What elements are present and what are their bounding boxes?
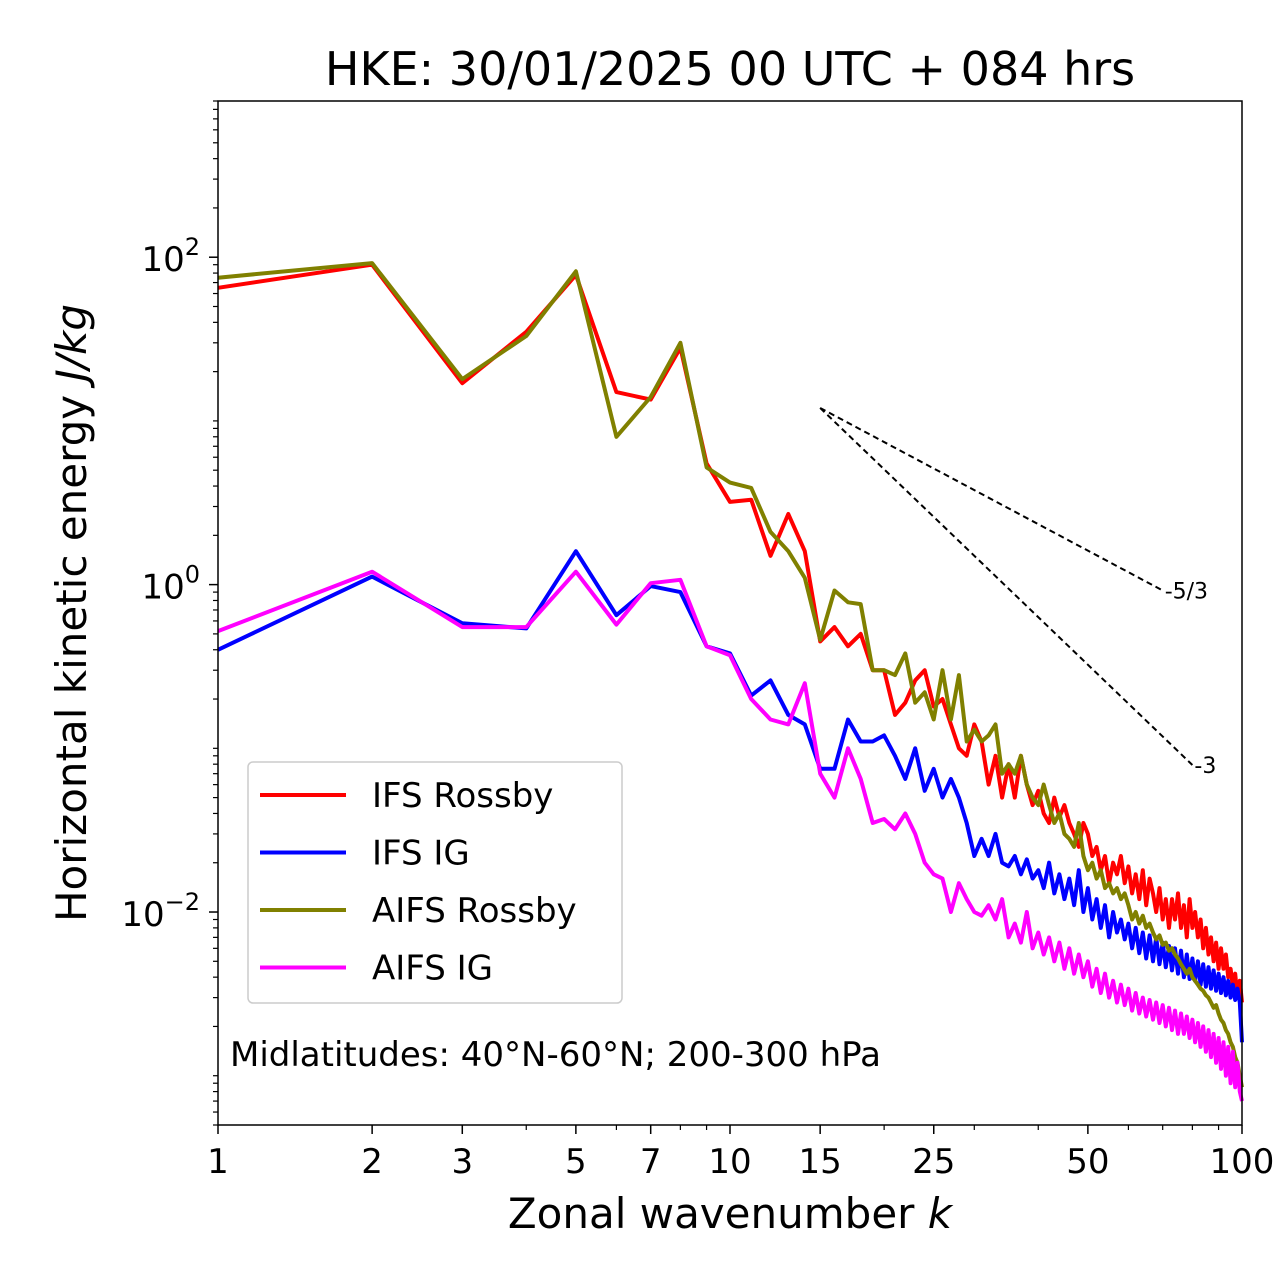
x-tick-label: 7 [640, 1142, 662, 1182]
series-layer [217, 261, 1244, 1102]
slope-label-minus-5-3: -5/3 [1165, 579, 1208, 604]
x-tick-label: 3 [451, 1142, 473, 1182]
chart-title: HKE: 30/01/2025 00 UTC + 084 hrs [325, 42, 1135, 96]
x-tick-label: 5 [565, 1142, 587, 1182]
x-tick-label: 100 [1210, 1142, 1275, 1182]
series-line-aifs-rossby [217, 261, 1244, 1088]
series-line-ifs-rossby [217, 262, 1244, 1003]
x-tick-label: 1 [207, 1142, 229, 1182]
reference-slopes: -5/3 -3 [819, 407, 1216, 779]
x-tick-label: 10 [708, 1142, 751, 1182]
x-axis-ticks: 1 2 3 5 7 10 15 25 50 100 [207, 1125, 1274, 1182]
y-axis-label: Horizontal kinetic energy J/kg [47, 304, 96, 922]
legend-label-aifs-rossby: AIFS Rossby [372, 891, 577, 931]
x-tick-label: 2 [361, 1142, 383, 1182]
legend-label-aifs-ig: AIFS IG [372, 949, 493, 989]
legend: IFS Rossby IFS IG AIFS Rossby AIFS IG [247, 761, 623, 1004]
slope-line-minus-3 [819, 407, 1194, 766]
legend-label-ifs-rossby: IFS Rossby [372, 776, 553, 816]
legend-label-ifs-ig: IFS IG [372, 834, 470, 874]
x-tick-label: 25 [912, 1142, 955, 1182]
series-line-ifs-ig [217, 549, 1244, 1043]
region-annotation: Midlatitudes: 40°N-60°N; 200-300 hPa [230, 1035, 881, 1075]
y-tick-label: 100 [141, 561, 200, 608]
slope-line-minus-5-3 [819, 407, 1164, 592]
y-tick-label: 102 [141, 233, 200, 280]
slope-label-minus-3: -3 [1194, 754, 1216, 779]
y-axis-ticks: 102 100 10−2 [121, 100, 218, 1126]
legend-box [247, 761, 623, 1004]
x-tick-label: 50 [1066, 1142, 1109, 1182]
series-line-aifs-ig [217, 569, 1244, 1102]
x-axis-label: Zonal wavenumber k [508, 1189, 954, 1238]
x-tick-label: 15 [799, 1142, 842, 1182]
y-tick-label: 10−2 [121, 888, 200, 935]
